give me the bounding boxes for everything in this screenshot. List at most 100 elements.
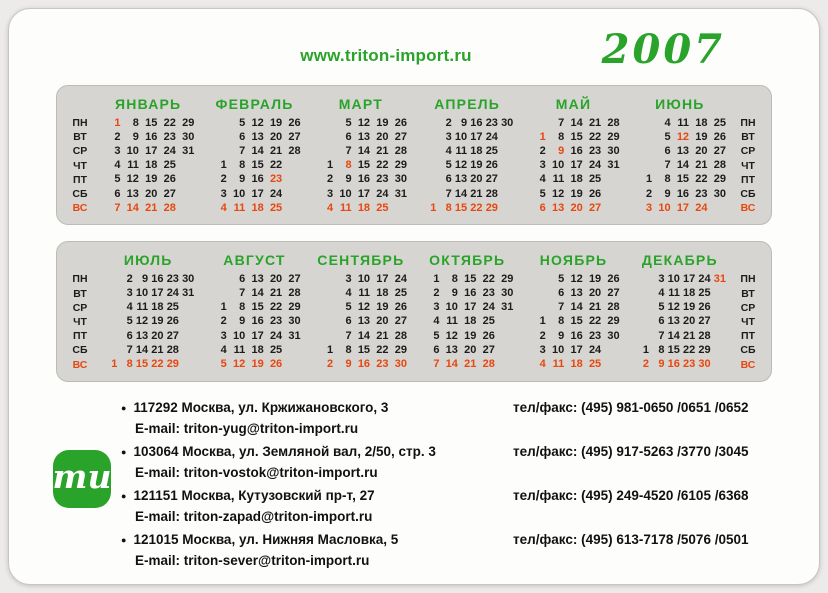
month-dates: 1 8 15 22 29 <box>95 117 201 129</box>
date-cell: 20 <box>570 201 583 214</box>
date-cell: 22 <box>151 358 164 371</box>
date-cell: 13 <box>251 272 264 285</box>
contact-address-block: ● 121015 Москва, ул. Нижняя Масловка, 5 E… <box>121 530 513 570</box>
contact-email: E-mail: triton-zapad@triton-import.ru <box>135 508 373 524</box>
date-cell: 5 <box>114 173 121 186</box>
date-cell: 16 <box>251 315 264 328</box>
date-cell: 25 <box>588 173 602 186</box>
month-dates: 2 9 16 23 30 <box>520 330 626 342</box>
date-cell: 4 <box>114 159 121 172</box>
date-cell: 2 <box>327 358 334 371</box>
date-cell: 8 <box>239 159 246 172</box>
contact-address-block: ● 103064 Москва, ул. Земляной вал, 2/50, … <box>121 442 513 482</box>
month-dates: 1 8 15 22 <box>201 160 307 171</box>
date-cell: 24 <box>376 187 389 200</box>
date-cell: 28 <box>163 201 176 214</box>
date-cell: 30 <box>394 173 407 186</box>
date-cell: 11 <box>552 358 565 371</box>
month-dates: 7 14 21 28 <box>414 188 520 200</box>
date-cell <box>102 288 117 299</box>
date-cell: 15 <box>676 173 690 186</box>
month-dates: 4 11 18 25 <box>627 288 733 299</box>
date-cell: 22 <box>269 159 283 172</box>
month-dates: 1 8 15 22 29 <box>414 201 520 214</box>
month-dates: 6 13 20 27 <box>414 343 520 356</box>
month-dates: 3 10 17 24 31 <box>414 302 520 313</box>
weekday-label: ЧТ <box>741 159 755 172</box>
weekday-row: ПТ 6 13 20 27 3 10 17 24 31 7 14 21 28 5 12 19 26 2 9 16 23 30… <box>65 329 763 343</box>
month-dates: 6 13 20 27 <box>520 288 626 299</box>
date-cell: 29 <box>394 343 407 356</box>
date-cell: 2 <box>220 315 227 328</box>
month-dates: 6 13 20 27 <box>201 130 307 143</box>
date-cell: 13 <box>676 144 690 157</box>
date-cell <box>315 118 333 129</box>
date-cell <box>282 189 300 200</box>
weekday-label: СР <box>740 301 756 314</box>
date-cell: 11 <box>339 201 352 214</box>
date-cell <box>315 331 333 342</box>
date-cell: 4 <box>220 201 227 214</box>
weekday-label: СБ <box>72 188 88 201</box>
date-cell: 1 <box>327 343 334 356</box>
date-cell: 22 <box>376 159 389 172</box>
date-cell: 3 <box>433 301 440 314</box>
date-cell: 6 <box>126 329 133 342</box>
month-dates: 7 14 21 28 <box>95 343 201 356</box>
date-cell: 31 <box>713 272 726 285</box>
month-dates: 5 12 19 26 <box>414 329 520 342</box>
date-cell: 11 <box>127 159 139 172</box>
date-cell: 31 <box>501 301 514 314</box>
month-name: АПРЕЛЬ <box>434 96 501 112</box>
date-cell: 28 <box>166 343 179 356</box>
date-cell: 15 <box>570 315 583 328</box>
date-cell: 6 <box>539 201 546 214</box>
date-cell: 9 <box>345 358 352 371</box>
date-cell: 11 <box>136 301 149 314</box>
date-cell: 1 <box>430 201 437 214</box>
date-cell: 3 <box>220 187 227 200</box>
date-cell: 4 <box>664 116 671 129</box>
date-cell: 16 <box>470 116 483 129</box>
date-cell: 23 <box>269 315 283 328</box>
date-cell: 20 <box>269 272 283 285</box>
date-cell: 19 <box>269 116 283 129</box>
bullet-icon: ● <box>121 490 127 501</box>
date-cell: 19 <box>464 329 477 342</box>
date-cell: 1 <box>646 173 653 186</box>
month-dates: 6 13 20 27 <box>520 201 626 214</box>
date-cell: 28 <box>288 287 301 300</box>
date-cell: 29 <box>607 315 620 328</box>
weekday-label: ВС <box>72 202 88 215</box>
weekday-label: ЧТ <box>741 315 755 328</box>
date-cell: 14 <box>357 144 371 157</box>
month-dates: 6 13 20 27 <box>95 329 201 342</box>
date-cell: 25 <box>588 358 602 371</box>
date-cell: 22 <box>682 343 696 356</box>
date-cell: 20 <box>269 130 283 143</box>
month-dates: 1 8 15 22 29 <box>414 272 520 285</box>
date-cell: 13 <box>552 201 565 214</box>
month-dates: 6 13 20 27 <box>308 316 414 327</box>
date-cell: 17 <box>570 343 583 356</box>
bullet-icon: ● <box>121 534 127 545</box>
contact-address-block: ● 121151 Москва, Кутузовский пр-т, 27 E-m… <box>121 486 513 526</box>
date-cell <box>498 174 513 185</box>
date-cell: 5 <box>539 187 546 200</box>
date-cell: 26 <box>163 173 176 186</box>
date-cell: 7 <box>345 329 352 342</box>
date-cell: 13 <box>357 315 371 328</box>
date-cell: 7 <box>239 144 246 157</box>
date-cell: 17 <box>251 329 264 342</box>
date-cell: 6 <box>445 173 452 186</box>
date-cell: 5 <box>433 329 440 342</box>
contact-address: 117292 Москва, ул. Кржижановского, 3 <box>133 399 389 415</box>
month-name: СЕНТЯБРЬ <box>317 252 405 269</box>
month-dates: 2 9 16 23 30 <box>414 116 520 129</box>
date-cell <box>176 174 194 185</box>
date-cell: 1 <box>433 272 440 285</box>
date-cell <box>708 203 726 214</box>
date-cell: 11 <box>358 287 371 300</box>
date-cell: 27 <box>482 343 495 356</box>
triton-logo: ти <box>53 449 111 508</box>
